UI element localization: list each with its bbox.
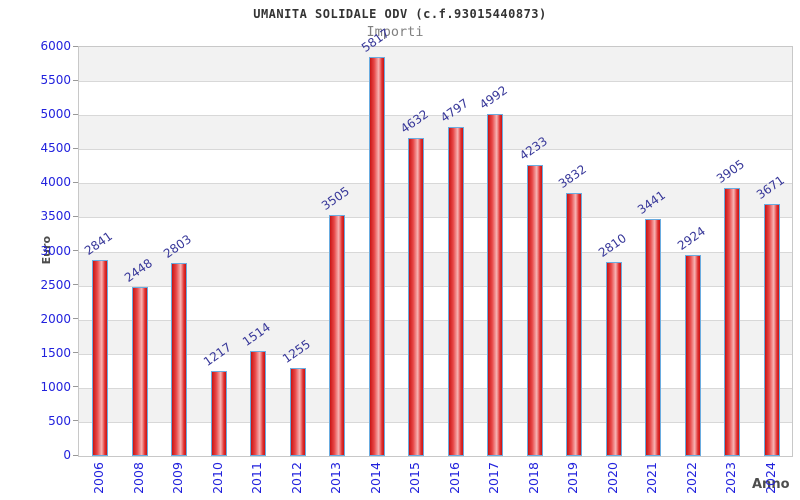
- bar-2015: [408, 138, 424, 456]
- plot-band: [79, 115, 792, 150]
- plot-band: [79, 353, 792, 388]
- x-tick-label: 2012: [288, 462, 304, 494]
- y-tick-label: 3000: [40, 243, 71, 258]
- bar-2013: [329, 215, 345, 456]
- y-tick-mark: [73, 284, 78, 286]
- plot-band: [79, 319, 792, 354]
- x-tick-label: 2024: [762, 462, 778, 494]
- y-tick-label: 1000: [40, 379, 71, 394]
- y-tick-mark: [73, 352, 78, 354]
- gridline: [79, 387, 792, 389]
- plot-band: [79, 149, 792, 184]
- y-tick-mark: [73, 79, 78, 81]
- y-tick-label: 1500: [40, 345, 71, 360]
- gridline: [79, 353, 792, 355]
- y-tick-mark: [73, 181, 78, 183]
- plot-area: 2841 2448 2803 1217 1514 1255 3505 5817 4632 4797…: [78, 26, 793, 457]
- x-tick-label: 2021: [644, 462, 659, 494]
- x-tick-label: 2009: [170, 462, 185, 494]
- y-tick-mark: [73, 386, 78, 388]
- bar-2006: [92, 260, 108, 456]
- x-tick-label: 2013: [328, 462, 343, 494]
- gridline: [79, 183, 792, 185]
- bar-2018: [526, 165, 543, 456]
- y-tick-label: 4500: [40, 141, 71, 156]
- gridline: [79, 319, 792, 321]
- plot-band: [79, 285, 792, 320]
- x-tick-label: 2011: [249, 462, 264, 494]
- plot-band: [79, 81, 792, 116]
- plot-band: [79, 47, 792, 82]
- y-tick-mark: [73, 454, 78, 456]
- y-tick-label: 2000: [40, 311, 71, 326]
- x-tick-label: 2010: [209, 462, 225, 494]
- plot-band: [79, 421, 792, 456]
- x-tick-label: 2022: [683, 462, 699, 494]
- plot-band: [79, 387, 792, 422]
- y-tick-label: 0: [63, 448, 71, 462]
- bar-2008: [131, 287, 148, 456]
- bar-2020: [605, 262, 622, 456]
- chart-subtitle: Importi: [366, 24, 424, 40]
- bar-2016: [447, 127, 464, 456]
- bar-2010: [210, 371, 227, 456]
- gridline: [79, 251, 792, 253]
- y-tick-mark: [73, 318, 78, 320]
- y-tick-mark: [73, 215, 78, 217]
- gridline: [79, 115, 792, 117]
- gridline: [79, 81, 792, 83]
- gridline: [79, 285, 792, 287]
- y-tick-mark: [73, 147, 78, 149]
- plot-band: [79, 183, 792, 218]
- y-tick-label: 5500: [40, 73, 71, 88]
- bar-2021: [645, 219, 661, 456]
- bar-2014: [368, 57, 385, 456]
- y-tick-label: 4000: [40, 175, 71, 190]
- x-tick-label: 2014: [367, 462, 383, 494]
- x-axis-title: Anno: [752, 477, 790, 492]
- y-tick-mark: [73, 113, 78, 115]
- y-tick-label: 3500: [40, 209, 71, 224]
- plot-band: [79, 251, 792, 286]
- x-tick-label: 2008: [130, 462, 146, 494]
- bar-2024: [763, 203, 780, 456]
- bar-2019: [566, 192, 582, 456]
- x-tick-label: 2019: [565, 462, 580, 494]
- bar-2022: [684, 254, 701, 456]
- gridline: [79, 217, 792, 219]
- y-tick-mark: [73, 420, 78, 422]
- y-tick-mark: [73, 45, 78, 47]
- x-tick-label: 2006: [91, 462, 106, 494]
- bar-2011: [250, 350, 266, 456]
- bar-2023: [724, 187, 740, 456]
- plot-band: [79, 217, 792, 252]
- chart-title: UMANITA SOLIDALE ODV (c.f.93015440873): [253, 7, 547, 21]
- y-tick-label: 6000: [40, 39, 71, 53]
- gridline: [79, 421, 792, 423]
- x-tick-label: 2023: [723, 462, 738, 494]
- x-tick-label: 2018: [525, 462, 541, 494]
- x-tick-label: 2016: [446, 462, 462, 494]
- bar-2009: [171, 262, 187, 456]
- x-tick-label: 2020: [604, 462, 620, 494]
- y-tick-label: 2500: [40, 277, 71, 292]
- y-tick-mark: [73, 250, 78, 251]
- x-tick-label: 2015: [407, 462, 422, 494]
- gridline: [79, 149, 792, 151]
- y-tick-label: 500: [48, 413, 71, 428]
- x-tick-label: 2017: [486, 462, 501, 494]
- y-tick-label: 5000: [40, 107, 71, 122]
- bar-2012: [289, 368, 306, 456]
- bar-2017: [487, 113, 503, 456]
